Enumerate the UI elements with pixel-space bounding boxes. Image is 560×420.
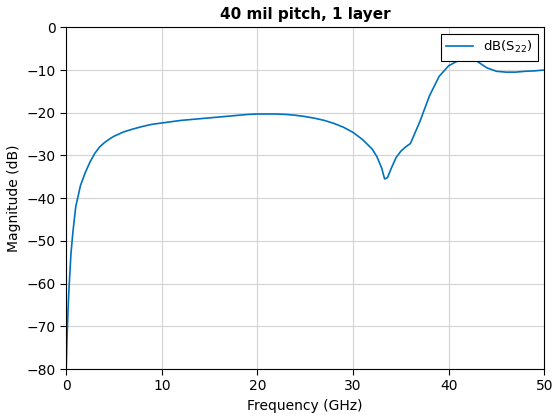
Legend: dB(S$_{22}$): dB(S$_{22}$): [441, 34, 538, 60]
X-axis label: Frequency (GHz): Frequency (GHz): [248, 399, 363, 413]
Title: 40 mil pitch, 1 layer: 40 mil pitch, 1 layer: [220, 7, 390, 22]
Y-axis label: Magnitude (dB): Magnitude (dB): [7, 144, 21, 252]
